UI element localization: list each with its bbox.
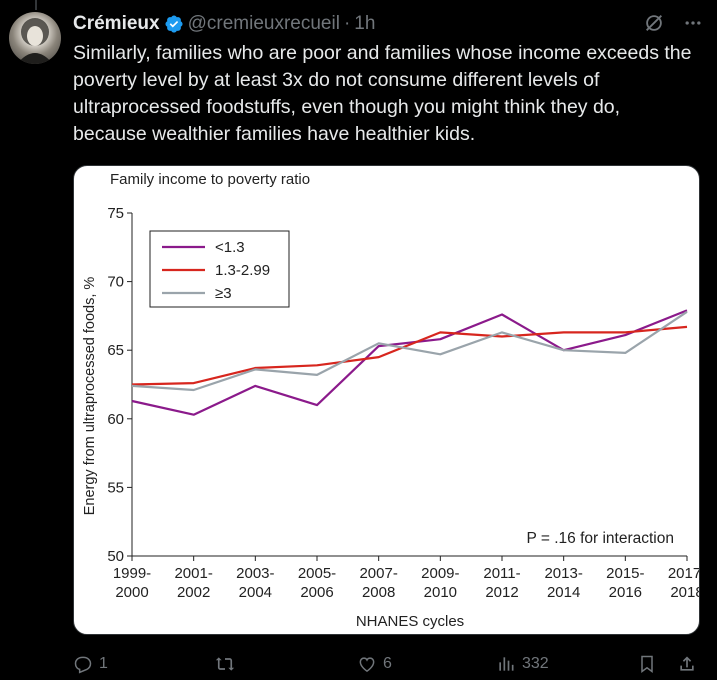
y-axis-label: Energy from ultraprocessed foods, % <box>82 277 98 516</box>
x-tick-label: 2003-2004 <box>236 565 274 601</box>
y-tick-label: 65 <box>107 342 124 359</box>
avatar-portrait-icon <box>17 18 53 64</box>
views-button[interactable]: 332 <box>496 654 549 674</box>
tweet-text: Similarly, families who are poor and fam… <box>73 42 692 145</box>
legend-label: <1.3 <box>215 239 245 256</box>
heart-icon <box>359 657 375 672</box>
x-tick-label: 2015-2016 <box>606 565 644 601</box>
views-icon <box>499 657 514 671</box>
tweet-media-chart[interactable]: Family income to poverty ratio Energy fr… <box>73 165 700 635</box>
tweet-actions: 1 6 332 <box>73 650 703 678</box>
reply-count: 1 <box>99 655 108 672</box>
chart-series <box>131 309 688 416</box>
y-tick-label: 50 <box>107 548 124 565</box>
like-count: 6 <box>383 655 392 672</box>
x-tick-label: 2017-2018 <box>668 565 700 601</box>
legend-label: ≥3 <box>215 285 232 302</box>
thread-line <box>35 0 37 10</box>
chart-annotation: P = .16 for interaction <box>527 530 675 547</box>
separator: · <box>343 13 351 34</box>
reply-button[interactable]: 1 <box>73 654 108 674</box>
series-line-1 <box>131 309 688 416</box>
retweet-icon <box>215 657 235 671</box>
y-tick-label: 75 <box>107 205 124 222</box>
bookmark-button[interactable] <box>637 654 657 674</box>
verified-badge-icon[interactable] <box>164 14 184 34</box>
timestamp[interactable]: 1h <box>354 13 376 34</box>
x-tick-label: 2001-2002 <box>174 565 212 601</box>
header-actions <box>643 12 703 34</box>
share-icon <box>680 656 694 671</box>
handle[interactable]: @cremieuxrecueil <box>187 13 340 34</box>
x-tick-label: 2011-2012 <box>483 565 520 601</box>
y-tick-label: 55 <box>107 479 124 496</box>
views-count: 332 <box>522 655 549 672</box>
share-button[interactable] <box>677 654 697 674</box>
avatar[interactable] <box>9 12 61 64</box>
x-tick-label: 2013-2014 <box>544 565 582 601</box>
series-line-2 <box>131 325 688 386</box>
x-axis-label: NHANES cycles <box>356 613 464 630</box>
y-tick-label: 60 <box>107 411 124 428</box>
display-name[interactable]: Crémieux <box>73 13 160 34</box>
tweet-header: Crémieux @cremieuxrecueil · 1h <box>73 12 375 36</box>
legend-label: 1.3-2.99 <box>215 262 270 279</box>
y-tick-label: 70 <box>107 274 124 291</box>
x-tick-label: 2009-2010 <box>421 565 459 601</box>
x-tick-label: 2005-2006 <box>298 565 336 601</box>
chart-axes: 50 55 60 65 70 75 1999-2000 2001-2002 2003-2004 2… <box>107 205 700 601</box>
chart-title: Family income to poverty ratio <box>110 171 310 188</box>
more-options-icon[interactable] <box>683 13 703 33</box>
like-button[interactable]: 6 <box>357 654 392 674</box>
reply-icon <box>74 656 92 674</box>
x-tick-label: 2007-2008 <box>359 565 397 601</box>
x-tick-label: 1999-2000 <box>113 565 151 601</box>
line-chart: Family income to poverty ratio Energy fr… <box>82 171 700 630</box>
series-line-3 <box>131 310 688 392</box>
retweet-button[interactable] <box>215 654 241 674</box>
bookmark-icon <box>641 655 653 673</box>
grok-icon[interactable] <box>643 12 665 34</box>
chart-legend: <1.3 1.3-2.99 ≥3 <box>149 230 290 308</box>
